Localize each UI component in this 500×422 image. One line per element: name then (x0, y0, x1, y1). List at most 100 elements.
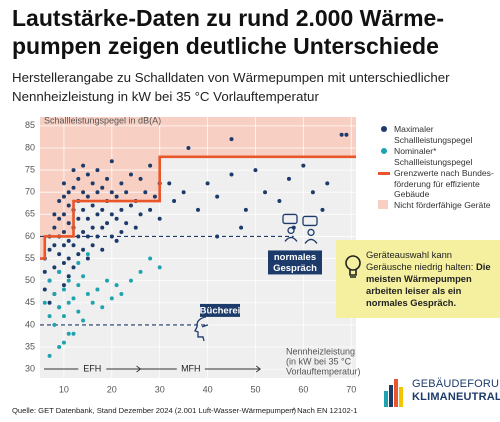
reference-label: Gespräch (273, 263, 317, 274)
bulb-icon (345, 255, 361, 278)
x-tick-label: 60 (298, 384, 308, 394)
point (229, 137, 234, 142)
range-label-bg (78, 363, 107, 375)
bubble (302, 215, 318, 227)
point (90, 225, 95, 230)
point (100, 185, 105, 190)
point (52, 225, 57, 230)
point (119, 230, 124, 235)
point (325, 181, 330, 186)
point (128, 278, 133, 283)
point (52, 291, 57, 296)
point (61, 212, 66, 217)
point (66, 221, 71, 226)
point (71, 168, 76, 173)
subtitle-line: Herstellerangabe zu Schalldaten von Wärm… (12, 70, 450, 85)
callout-bold: Die meisten Wärmepumpen arbeiten leiser … (366, 261, 491, 308)
point (66, 238, 71, 243)
point (85, 256, 90, 261)
point (138, 212, 143, 217)
point (138, 176, 143, 181)
point (119, 181, 124, 186)
point (172, 199, 177, 204)
point (143, 190, 148, 195)
point (344, 132, 349, 137)
point (124, 190, 129, 195)
point (85, 291, 90, 296)
point (339, 132, 344, 137)
point (181, 190, 186, 195)
point (277, 199, 282, 204)
point (148, 163, 153, 168)
point (61, 340, 66, 345)
point (114, 216, 119, 221)
point (81, 207, 86, 212)
subtitle: Herstellerangabe zu Schalldaten von Wärm… (12, 68, 450, 106)
y-tick-label: 35 (25, 341, 35, 351)
logo-icon (384, 379, 403, 407)
point (85, 234, 90, 239)
point (95, 190, 100, 195)
point (119, 207, 124, 212)
point (215, 194, 220, 199)
point (124, 221, 129, 226)
point (128, 172, 133, 177)
body (284, 236, 318, 244)
point (109, 159, 114, 164)
title-line: pumpen zeigen deutliche Unterschiede (12, 33, 439, 59)
point (95, 287, 100, 292)
range-label: MFH (181, 363, 201, 373)
legend-label: Nominaler* Schallleistungspegel (394, 146, 473, 167)
legend-item: Maximaler Schallleistungspegel (378, 124, 496, 145)
x-tick-label: 70 (346, 384, 356, 394)
point (81, 190, 86, 195)
point (90, 243, 95, 248)
point (109, 212, 114, 217)
point (148, 207, 153, 212)
point (243, 207, 248, 212)
x-axis-title: (in kW bei 35 °C (286, 356, 352, 366)
y-tick-label: 45 (25, 297, 35, 307)
point (76, 176, 81, 181)
point (57, 199, 62, 204)
point (76, 234, 81, 239)
point (310, 190, 315, 195)
point (152, 194, 157, 199)
legend-item: Nominaler* Schallleistungspegel (378, 146, 496, 167)
point (100, 305, 105, 310)
point (105, 221, 110, 226)
point (114, 194, 119, 199)
point (47, 247, 52, 252)
point (95, 168, 100, 173)
quiet-icon (194, 316, 209, 342)
point (71, 243, 76, 248)
logo: GEBÄUDEFORUM KLIMANEUTRAL (412, 378, 500, 404)
point (57, 216, 62, 221)
point (133, 225, 138, 230)
point (81, 318, 86, 323)
y-tick-label: 40 (25, 319, 35, 329)
point (52, 212, 57, 217)
legend-swatch (381, 126, 387, 132)
point (81, 274, 86, 279)
callout-lead: Geräteauswahl kann Geräusche niedrig hal… (366, 249, 474, 272)
point (76, 252, 81, 257)
point (61, 287, 66, 292)
y-tick-label: 30 (25, 364, 35, 374)
talk-icon (282, 213, 318, 244)
point (81, 230, 86, 235)
point (100, 247, 105, 252)
x-axis-title: Nennheizleistung (286, 346, 355, 356)
point (61, 243, 66, 248)
label-box (200, 303, 240, 317)
point (90, 181, 95, 186)
point (81, 247, 86, 252)
legend-label: Maximaler Schallleistungspegel (394, 124, 473, 145)
y-tick-label: 55 (25, 253, 35, 263)
point (301, 163, 306, 168)
y-tick-label: 50 (25, 275, 35, 285)
point (286, 176, 291, 181)
point (215, 234, 220, 239)
